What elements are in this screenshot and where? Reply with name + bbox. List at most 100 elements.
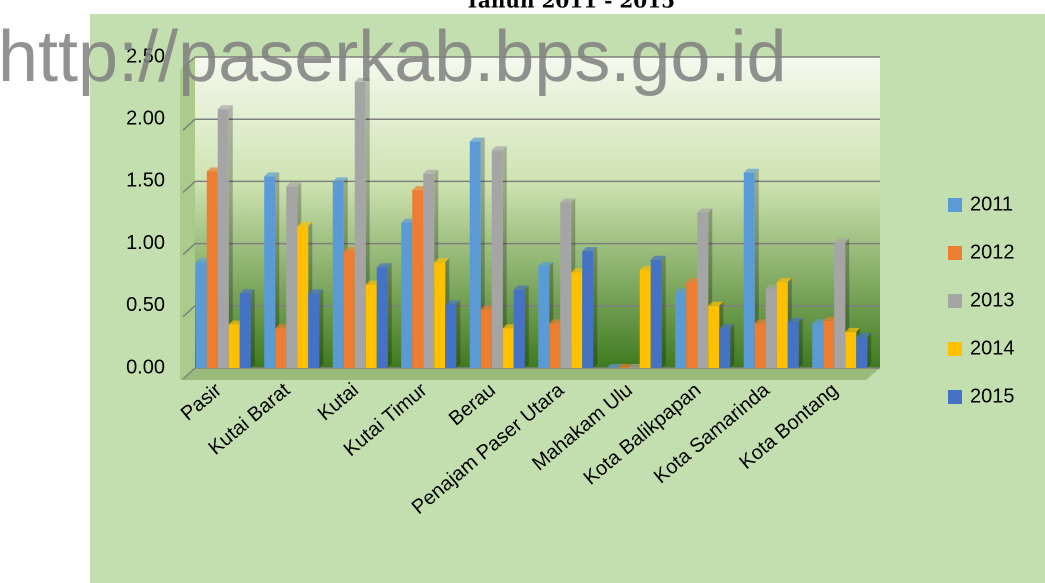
bar-face <box>502 328 514 368</box>
bar-face <box>401 222 413 368</box>
bar-face <box>480 309 492 368</box>
y-tick-label: 2.50 <box>126 45 165 67</box>
bar-face <box>264 176 276 368</box>
chart-title: Tahun 2011 - 2015 <box>465 0 675 13</box>
bar-top <box>856 332 872 337</box>
bar-face <box>239 293 251 368</box>
bar-top <box>776 278 792 283</box>
bar <box>650 255 666 368</box>
bar-side <box>319 289 324 368</box>
bar-side <box>387 263 392 368</box>
bar <box>582 247 598 368</box>
bar-face <box>538 265 550 368</box>
legend-swatch <box>948 246 962 260</box>
bar-face <box>582 251 594 368</box>
bar-face <box>206 171 218 368</box>
y-tick-label: 1.50 <box>126 170 165 192</box>
bar-top <box>560 198 576 203</box>
bar-side <box>456 300 461 368</box>
y-tick-label: 0.00 <box>126 356 165 378</box>
bar-side <box>798 317 803 368</box>
bar-top <box>239 289 255 294</box>
grid-line <box>182 305 196 318</box>
bar-face <box>332 181 344 368</box>
bar-face <box>834 242 846 368</box>
legend-label: 2011 <box>970 193 1013 215</box>
plot-side-wall <box>180 57 195 380</box>
bar <box>513 285 529 368</box>
bar-top <box>297 222 313 227</box>
bar-face <box>412 190 424 368</box>
bar-side <box>661 255 666 368</box>
legend-swatch <box>948 390 962 404</box>
bar-face <box>423 173 435 368</box>
bar-top <box>354 77 370 82</box>
legend-label: 2012 <box>970 241 1015 263</box>
bar <box>787 317 803 368</box>
grid-line <box>182 118 196 131</box>
bar-face <box>743 172 755 368</box>
grid-line <box>182 56 196 69</box>
bar-face <box>376 267 388 368</box>
bar <box>239 289 255 368</box>
bar-top <box>606 364 622 368</box>
bar-face <box>675 292 687 368</box>
bar-side <box>275 172 280 368</box>
bar-face <box>549 323 561 368</box>
bar-top <box>697 208 713 213</box>
grid-line <box>182 367 196 380</box>
bar-face <box>286 186 298 368</box>
bar-face <box>697 212 709 368</box>
bar-top <box>513 285 529 290</box>
bar-top <box>423 169 439 174</box>
bar <box>308 289 324 368</box>
bar-top <box>650 255 666 260</box>
bar-top <box>834 238 850 243</box>
legend-swatch <box>948 294 962 308</box>
bar-face <box>434 262 446 368</box>
bar-face <box>297 226 309 368</box>
bar <box>719 324 735 368</box>
bar-top <box>286 182 302 187</box>
bar-top <box>434 258 450 263</box>
bar <box>617 364 633 368</box>
bar-face <box>812 323 824 368</box>
bar-top <box>491 146 507 151</box>
bar-top <box>469 137 485 142</box>
bar-face <box>195 262 207 368</box>
bar-face <box>445 304 457 368</box>
bar-face <box>469 141 481 368</box>
bar-top <box>217 105 233 110</box>
bar-face <box>845 331 857 368</box>
bar-top <box>845 327 861 332</box>
bar-side <box>730 324 735 368</box>
bar-side <box>524 285 529 368</box>
legend-label: 2015 <box>970 385 1015 407</box>
bar-face <box>765 288 777 368</box>
bar-top <box>332 177 348 182</box>
bar-side <box>502 146 507 368</box>
bar-top <box>617 364 633 368</box>
bar-side <box>754 168 759 368</box>
bar-face <box>217 109 229 369</box>
bar <box>217 105 233 369</box>
bar-top <box>708 301 724 306</box>
legend-swatch <box>948 198 962 212</box>
bar-face <box>639 269 651 368</box>
bar-top <box>538 261 554 266</box>
bar-side <box>867 332 872 368</box>
bar-top <box>308 289 324 294</box>
grid-line <box>182 180 196 193</box>
bar-side <box>593 247 598 368</box>
bar-face <box>650 259 662 368</box>
bar-face <box>686 282 698 368</box>
bar-face <box>856 336 868 368</box>
legend-swatch <box>948 342 962 356</box>
bar <box>445 300 461 368</box>
bar-face <box>571 272 583 368</box>
bar-top <box>719 324 735 329</box>
legend-label: 2014 <box>970 337 1015 359</box>
bar-face <box>354 81 366 368</box>
bar-face <box>343 251 355 368</box>
